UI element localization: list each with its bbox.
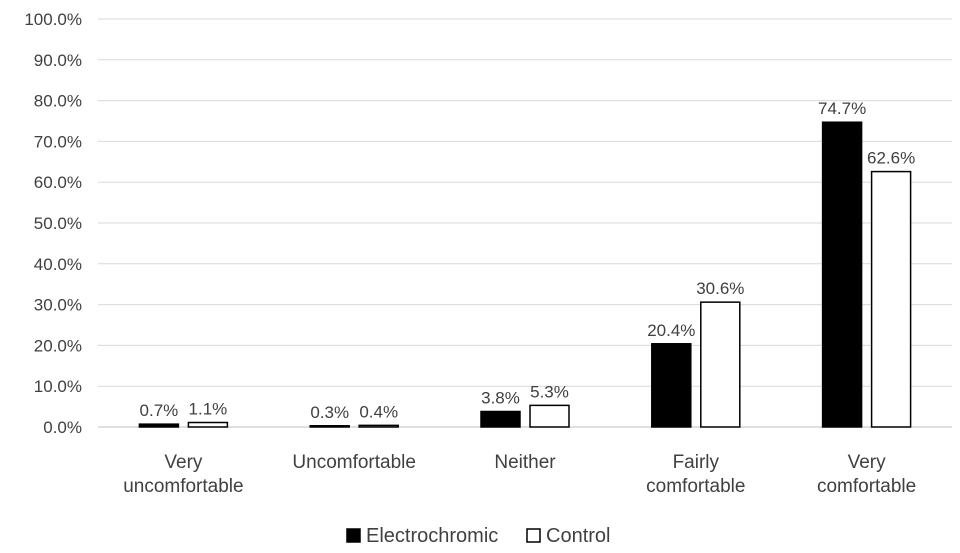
x-category-label: comfortable (817, 476, 916, 497)
data-label: 30.6% (696, 279, 744, 298)
legend-swatch-electrochromic (346, 528, 361, 543)
data-label: 0.7% (140, 401, 179, 420)
bar-control (358, 424, 399, 428)
y-tick-label: 20.0% (34, 336, 82, 355)
y-tick-label: 100.0% (24, 10, 82, 29)
x-category-label: comfortable (646, 476, 745, 497)
x-category-label: Fairly (673, 452, 720, 473)
y-tick-label: 70.0% (34, 132, 82, 151)
x-category-label: uncomfortable (123, 476, 243, 497)
data-label: 0.4% (359, 402, 398, 421)
y-tick-label: 30.0% (34, 296, 82, 315)
legend-label: Control (546, 525, 610, 547)
x-category-label: Neither (494, 452, 556, 473)
bar-control (870, 170, 912, 428)
data-label: 0.3% (310, 403, 349, 422)
bar-control (529, 404, 570, 428)
bar-electrochromic (138, 423, 180, 428)
data-label: 3.8% (481, 388, 520, 407)
data-label: 20.4% (647, 321, 695, 340)
x-category-label: Uncomfortable (292, 452, 416, 473)
legend-swatch-control (526, 528, 541, 543)
bar-electrochromic (309, 425, 350, 428)
y-tick-label: 10.0% (34, 377, 82, 396)
bar-electrochromic (651, 343, 692, 428)
y-tick-label: 50.0% (34, 214, 82, 233)
bar-control (187, 421, 229, 428)
y-tick-label: 90.0% (34, 51, 82, 70)
y-tick-label: 40.0% (34, 255, 82, 274)
bar-electrochromic (821, 121, 863, 428)
data-label: 62.6% (867, 149, 915, 168)
bar-control (700, 301, 741, 428)
bar-electrochromic (480, 410, 521, 428)
data-label: 5.3% (530, 382, 569, 401)
x-category-label: Very (848, 452, 887, 473)
y-tick-label: 60.0% (34, 173, 82, 192)
y-tick-label: 80.0% (34, 92, 82, 111)
y-tick-label: 0.0% (43, 418, 82, 437)
x-category-label: Very (164, 452, 203, 473)
data-label: 1.1% (189, 400, 228, 419)
data-label: 74.7% (818, 99, 866, 118)
legend-label: Electrochromic (366, 525, 498, 547)
